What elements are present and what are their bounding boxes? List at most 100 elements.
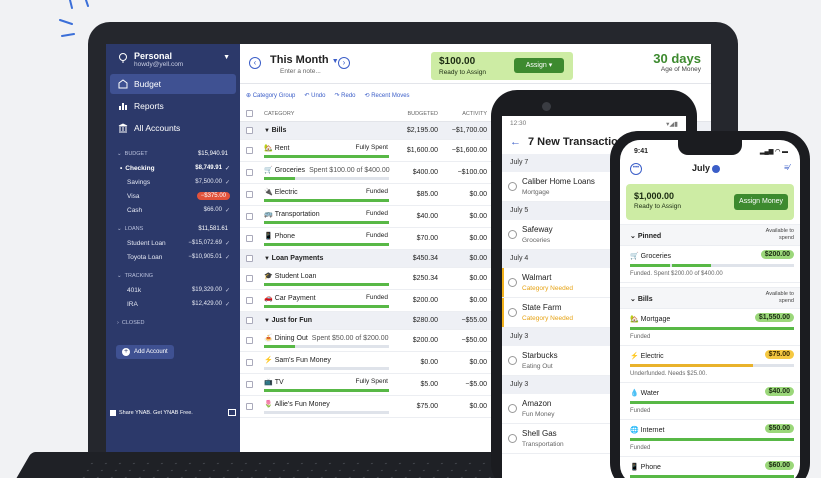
- transaction-item[interactable]: Amazon Fun Money: [502, 394, 686, 424]
- account-toyota-loan[interactable]: Toyota Loan −$10,905.01 ✓: [106, 250, 240, 264]
- row-checkbox[interactable]: [246, 127, 253, 134]
- account-student-loan[interactable]: Student Loan −$15,072.69 ✓: [106, 236, 240, 250]
- category-row[interactable]: 🛒 Groceries Spent $100.00 of $400.00 $400.0…: [240, 162, 711, 184]
- transaction-item[interactable]: Safeway Groceries: [502, 220, 686, 250]
- activity-amount[interactable]: $0.00: [469, 275, 487, 282]
- budgeted-amount[interactable]: $0.00: [420, 359, 438, 366]
- row-checkbox[interactable]: [246, 213, 253, 220]
- group-closed[interactable]: › CLOSED: [106, 315, 240, 330]
- row-checkbox[interactable]: [246, 191, 253, 198]
- redo-button[interactable]: ↷ Redo: [334, 93, 356, 99]
- group-loans[interactable]: ⌄ LOANS $11,581.61: [106, 221, 240, 236]
- activity-amount[interactable]: $0.00: [469, 255, 487, 262]
- activity-amount[interactable]: −$5.00: [465, 381, 487, 388]
- transaction-item[interactable]: Walmart Category Needed: [502, 268, 686, 298]
- row-checkbox[interactable]: [246, 235, 253, 242]
- budgeted-amount[interactable]: $450.34: [412, 255, 438, 262]
- available-amount[interactable]: $75.00: [764, 350, 794, 359]
- undo-button[interactable]: ↶ Undo: [304, 93, 326, 99]
- budgeted-amount[interactable]: $280.00: [412, 317, 438, 324]
- activity-amount[interactable]: $0.00: [469, 213, 487, 220]
- budgeted-amount[interactable]: $40.00: [416, 213, 438, 220]
- row-checkbox[interactable]: [246, 255, 253, 262]
- budgeted-amount[interactable]: $200.00: [412, 297, 438, 304]
- category-row[interactable]: 📱 Phone Funded $70.00 $0.00: [240, 228, 711, 250]
- transaction-item[interactable]: Shell Gas Transportation: [502, 424, 686, 454]
- category-item[interactable]: 🏡 Mortgage $1,550.00 Funded: [620, 309, 800, 346]
- nav-reports[interactable]: Reports: [110, 96, 236, 116]
- category-row[interactable]: 🚗 Car Payment Funded $200.00 $0.00: [240, 290, 711, 312]
- prev-month-button[interactable]: ‹: [249, 57, 261, 69]
- edit-icon[interactable]: ≡⁄: [783, 163, 790, 172]
- group-tracking[interactable]: ⌄ TRACKING: [106, 268, 240, 283]
- available-amount[interactable]: $1,550.00: [754, 313, 794, 322]
- more-icon[interactable]: •••: [630, 163, 642, 175]
- row-checkbox[interactable]: [246, 169, 253, 176]
- row-checkbox[interactable]: [246, 275, 253, 282]
- category-row[interactable]: 🌷 Allie's Fun Money $75.00 $0.00: [240, 396, 711, 418]
- budgeted-amount[interactable]: $85.00: [416, 191, 438, 198]
- account-visa[interactable]: Visa −$375.00: [106, 189, 240, 203]
- assign-button[interactable]: Assign ▾: [514, 58, 564, 73]
- account-savings[interactable]: Savings $7,500.00 ✓: [106, 175, 240, 189]
- budgeted-amount[interactable]: $2,195.00: [406, 127, 438, 134]
- category-row[interactable]: ⚡ Sam's Fun Money $0.00 $0.00: [240, 352, 711, 374]
- assign-money-button[interactable]: Assign Money: [734, 194, 788, 210]
- row-checkbox[interactable]: [246, 403, 253, 410]
- available-amount[interactable]: $60.00: [764, 461, 794, 470]
- account-cash[interactable]: Cash $66.00 ✓: [106, 203, 240, 217]
- row-checkbox[interactable]: [246, 147, 253, 154]
- category-row[interactable]: 🚌 Transportation Funded $40.00 $0.00: [240, 206, 711, 228]
- budgeted-amount[interactable]: $250.34: [412, 275, 438, 282]
- select-all-checkbox[interactable]: [246, 110, 253, 117]
- add-account-button[interactable]: + Add Account: [116, 345, 174, 359]
- category-row[interactable]: 🍝 Dining Out Spent $50.00 of $200.00 $200.0…: [240, 330, 711, 352]
- next-month-button[interactable]: ›: [338, 57, 350, 69]
- activity-amount[interactable]: −$100.00: [457, 169, 487, 176]
- group-budget[interactable]: ⌄ BUDGET $15,940.91: [106, 146, 240, 161]
- account-checking[interactable]: • Checking $8,749.91 ✓: [106, 161, 240, 175]
- category-row[interactable]: 🏡 Rent Fully Spent $1,600.00 −$1,600.00: [240, 140, 711, 162]
- select-circle[interactable]: [508, 278, 517, 287]
- row-checkbox[interactable]: [246, 359, 253, 366]
- category-row[interactable]: 🎓 Student Loan $250.34 $0.00: [240, 268, 711, 290]
- share-ynab-link[interactable]: Share YNAB. Get YNAB Free.: [110, 409, 236, 416]
- category-row[interactable]: 📺 TV Fully Spent $5.00 −$5.00: [240, 374, 711, 396]
- activity-amount[interactable]: −$1,700.00: [451, 127, 487, 134]
- budgeted-amount[interactable]: $200.00: [412, 337, 438, 344]
- select-circle[interactable]: [508, 308, 517, 317]
- budgeted-amount[interactable]: $1,600.00: [406, 147, 438, 154]
- select-circle[interactable]: [508, 230, 517, 239]
- activity-amount[interactable]: $0.00: [469, 191, 487, 198]
- activity-amount[interactable]: $0.00: [469, 235, 487, 242]
- row-checkbox[interactable]: [246, 317, 253, 324]
- select-circle[interactable]: [508, 356, 517, 365]
- month-selector[interactable]: July: [692, 163, 721, 173]
- category-item[interactable]: 📱 Phone $60.00: [620, 457, 800, 478]
- budgeted-amount[interactable]: $70.00: [416, 235, 438, 242]
- activity-amount[interactable]: −$55.00: [461, 317, 488, 324]
- activity-amount[interactable]: $0.00: [469, 359, 487, 366]
- budgeted-amount[interactable]: $75.00: [416, 403, 438, 410]
- transaction-item[interactable]: State Farm Category Needed: [502, 298, 686, 328]
- available-amount[interactable]: $200.00: [760, 250, 794, 259]
- row-checkbox[interactable]: [246, 297, 253, 304]
- budget-switcher[interactable]: Personal howdy@yell.com ▼: [106, 44, 240, 72]
- bills-section-header[interactable]: ⌄ Bills Available to spend: [620, 287, 800, 309]
- select-circle[interactable]: [508, 434, 517, 443]
- transaction-item[interactable]: Caliber Home Loans Mortgage: [502, 172, 686, 202]
- activity-amount[interactable]: $0.00: [469, 297, 487, 304]
- activity-amount[interactable]: −$1,600.00: [451, 147, 487, 154]
- pinned-section-header[interactable]: ⌄ Pinned Available to spend: [620, 224, 800, 246]
- row-checkbox[interactable]: [246, 381, 253, 388]
- account-401k[interactable]: 401k $19,329.00 ✓: [106, 283, 240, 297]
- activity-amount[interactable]: $0.00: [469, 403, 487, 410]
- transaction-item[interactable]: Starbucks Eating Out: [502, 346, 686, 376]
- select-circle[interactable]: [508, 182, 517, 191]
- activity-amount[interactable]: −$50.00: [461, 337, 488, 344]
- category-item[interactable]: 🛒 Groceries $200.00 Funded. Spent $200.00 …: [620, 246, 800, 283]
- category-item[interactable]: 💧 Water $40.00 Funded: [620, 383, 800, 420]
- row-checkbox[interactable]: [246, 337, 253, 344]
- add-category-group-button[interactable]: ⊕ Category Group: [246, 93, 296, 99]
- collapse-sidebar-icon[interactable]: [228, 409, 236, 416]
